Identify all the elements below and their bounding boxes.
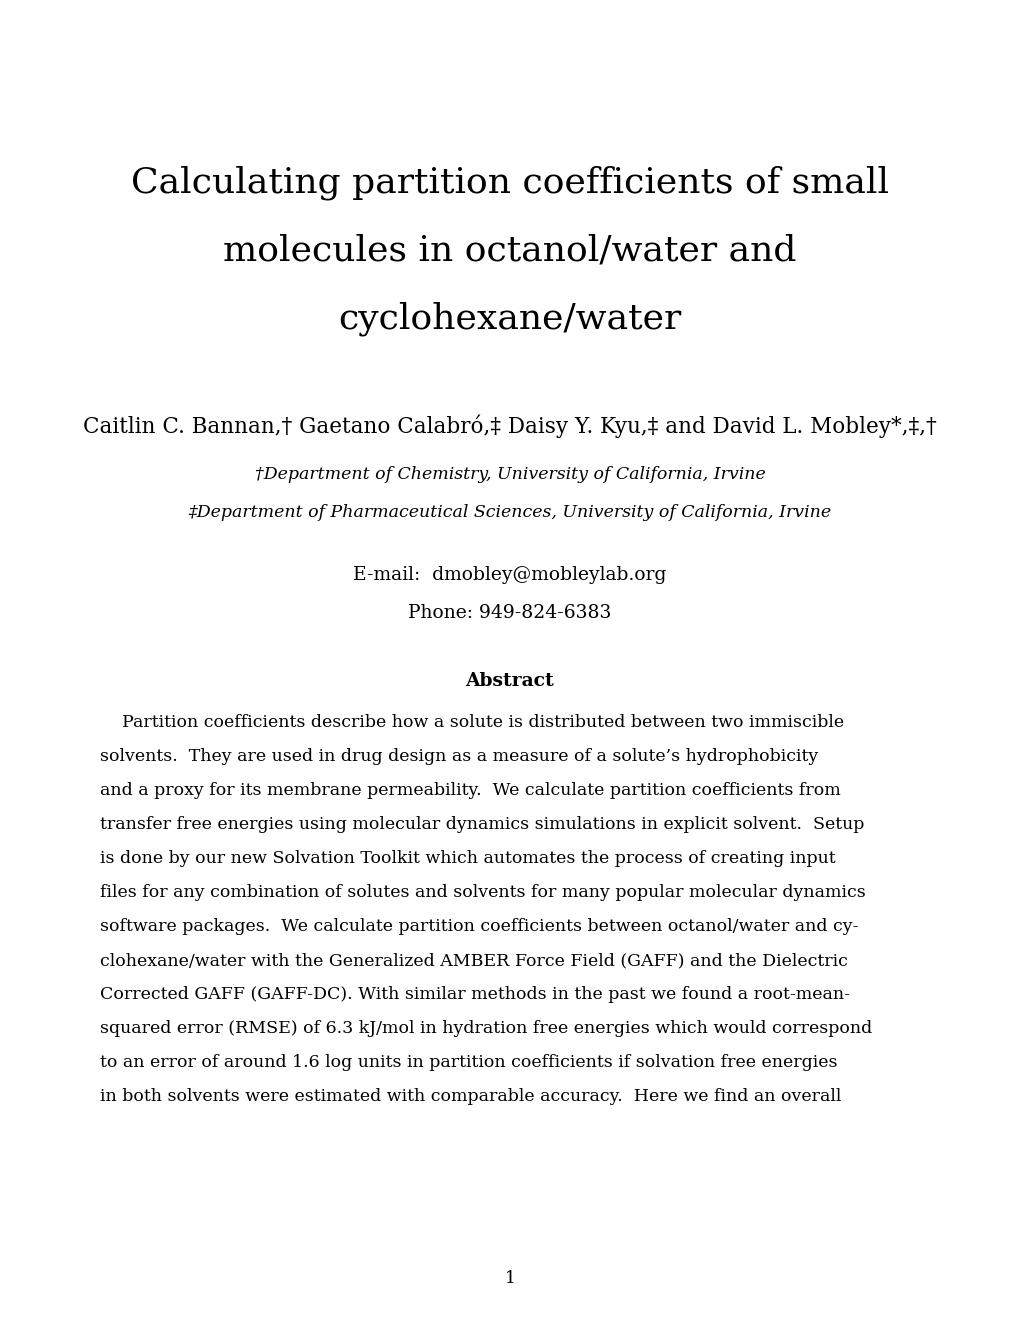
Text: in both solvents were estimated with comparable accuracy.  Here we find an overa: in both solvents were estimated with com…	[100, 1088, 841, 1105]
Text: 1: 1	[504, 1270, 515, 1287]
Text: is done by our new Solvation Toolkit which automates the process of creating inp: is done by our new Solvation Toolkit whi…	[100, 850, 835, 867]
Text: Calculating partition coefficients of small: Calculating partition coefficients of sm…	[130, 165, 889, 199]
Text: ‡Department of Pharmaceutical Sciences, University of California, Irvine: ‡Department of Pharmaceutical Sciences, …	[189, 504, 830, 521]
Text: Partition coefficients describe how a solute is distributed between two immiscib: Partition coefficients describe how a so…	[100, 714, 844, 731]
Text: to an error of around 1.6 log units in partition coefficients if solvation free : to an error of around 1.6 log units in p…	[100, 1053, 837, 1071]
Text: software packages.  We calculate partition coefficients between octanol/water an: software packages. We calculate partitio…	[100, 917, 858, 935]
Text: molecules in octanol/water and: molecules in octanol/water and	[223, 234, 796, 267]
Text: †Department of Chemistry, University of California, Irvine: †Department of Chemistry, University of …	[255, 466, 764, 483]
Text: Caitlin C. Bannan,† Gaetano Calabró,‡ Daisy Y. Kyu,‡ and David L. Mobley*,‡,†: Caitlin C. Bannan,† Gaetano Calabró,‡ Da…	[83, 414, 936, 437]
Text: Abstract: Abstract	[465, 672, 554, 690]
Text: clohexane/water with the Generalized AMBER Force Field (GAFF) and the Dielectric: clohexane/water with the Generalized AMB…	[100, 952, 847, 969]
Text: squared error (RMSE) of 6.3 kJ/mol in hydration free energies which would corres: squared error (RMSE) of 6.3 kJ/mol in hy…	[100, 1020, 871, 1038]
Text: transfer free energies using molecular dynamics simulations in explicit solvent.: transfer free energies using molecular d…	[100, 816, 863, 833]
Text: solvents.  They are used in drug design as a measure of a solute’s hydrophobicit: solvents. They are used in drug design a…	[100, 748, 817, 766]
Text: E-mail:  dmobley@mobleylab.org: E-mail: dmobley@mobleylab.org	[353, 566, 666, 583]
Text: Corrected GAFF (GAFF-DC). With similar methods in the past we found a root-mean-: Corrected GAFF (GAFF-DC). With similar m…	[100, 986, 849, 1003]
Text: Phone: 949-824-6383: Phone: 949-824-6383	[408, 605, 611, 622]
Text: cyclohexane/water: cyclohexane/water	[338, 301, 681, 335]
Text: files for any combination of solutes and solvents for many popular molecular dyn: files for any combination of solutes and…	[100, 884, 865, 902]
Text: and a proxy for its membrane permeability.  We calculate partition coefficients : and a proxy for its membrane permeabilit…	[100, 781, 840, 799]
